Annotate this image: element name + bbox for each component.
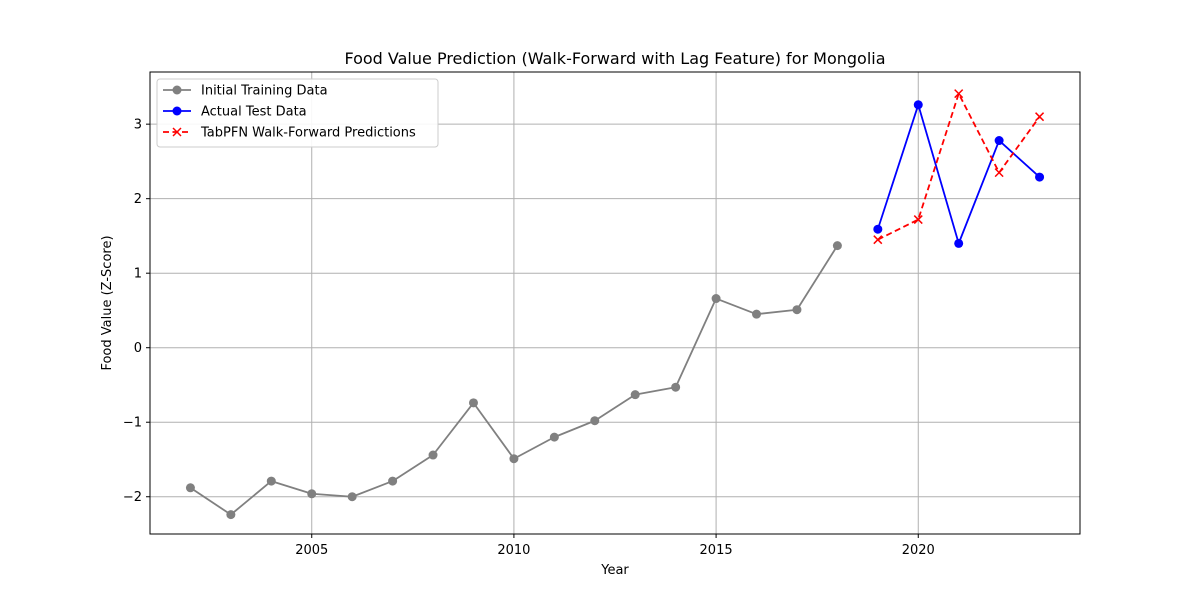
x-tick-label: 2015: [700, 543, 733, 558]
legend-label: Initial Training Data: [201, 84, 328, 99]
x-tick-label: 2020: [902, 543, 935, 558]
x-marker-stroke: [913, 215, 923, 225]
data-point: [509, 454, 519, 464]
legend-swatch-marker: [172, 127, 182, 137]
data-point: [428, 450, 438, 460]
data-point: [913, 215, 923, 225]
chart-title: Food Value Prediction (Walk-Forward with…: [344, 49, 885, 68]
legend-entry: Actual Test Data: [163, 105, 307, 120]
legend-swatch-marker: [172, 85, 182, 95]
data-point: [671, 382, 681, 392]
data-point: [913, 100, 923, 110]
y-tick-label: −1: [123, 416, 142, 431]
y-tick-label: 0: [134, 341, 142, 356]
data-point: [711, 294, 721, 304]
plot-area-frame: [149, 71, 1081, 535]
data-point: [549, 432, 559, 442]
data-point: [954, 238, 964, 248]
legend-label: Actual Test Data: [201, 105, 307, 120]
legend-swatch-marker: [172, 106, 182, 116]
x-marker-stroke: [1035, 112, 1045, 122]
y-tick-label: 2: [134, 192, 142, 207]
data-point: [994, 136, 1004, 146]
x-axis-label: Year: [600, 563, 629, 578]
x-tick-label: 2005: [295, 543, 328, 558]
data-point: [590, 416, 600, 426]
legend-label: TabPFN Walk-Forward Predictions: [200, 126, 416, 141]
series-3: [873, 89, 1045, 245]
y-tick-label: 1: [134, 267, 142, 282]
axis-ticks: 2005 2010 2015 2020 −2 −1 0 1 2 3: [123, 118, 935, 558]
x-marker-stroke: [873, 235, 883, 245]
legend-entry: TabPFN Walk-Forward Predictions: [163, 126, 416, 141]
y-tick-label: −2: [123, 490, 142, 505]
y-axis-label: Food Value (Z-Score): [100, 235, 115, 370]
data-point: [752, 309, 762, 319]
series-group: [185, 89, 1045, 520]
data-point: [994, 168, 1004, 178]
data-point: [873, 224, 883, 234]
data-point: [307, 489, 317, 499]
data-point: [1035, 112, 1045, 122]
data-point: [1035, 172, 1045, 182]
x-marker-stroke: [994, 168, 1004, 178]
data-point: [388, 476, 398, 486]
data-point: [954, 89, 964, 99]
data-point: [832, 241, 842, 251]
legend-box: [156, 78, 439, 148]
series-1: [185, 241, 842, 520]
x-marker-stroke: [954, 89, 964, 99]
data-point: [185, 483, 195, 493]
data-point: [630, 390, 640, 400]
x-tick-label: 2010: [497, 543, 530, 558]
series-line: [877, 92, 1041, 241]
legend-entry: Initial Training Data: [163, 84, 328, 99]
data-point: [468, 398, 478, 408]
data-point: [347, 492, 357, 502]
x-marker-stroke: [172, 127, 182, 137]
data-point: [266, 476, 276, 486]
data-point: [873, 235, 883, 245]
legend: Initial Training Data Actual Test Data Tab…: [156, 78, 439, 148]
data-point: [226, 510, 236, 520]
data-point: [792, 305, 802, 315]
y-tick-label: 3: [134, 118, 142, 133]
